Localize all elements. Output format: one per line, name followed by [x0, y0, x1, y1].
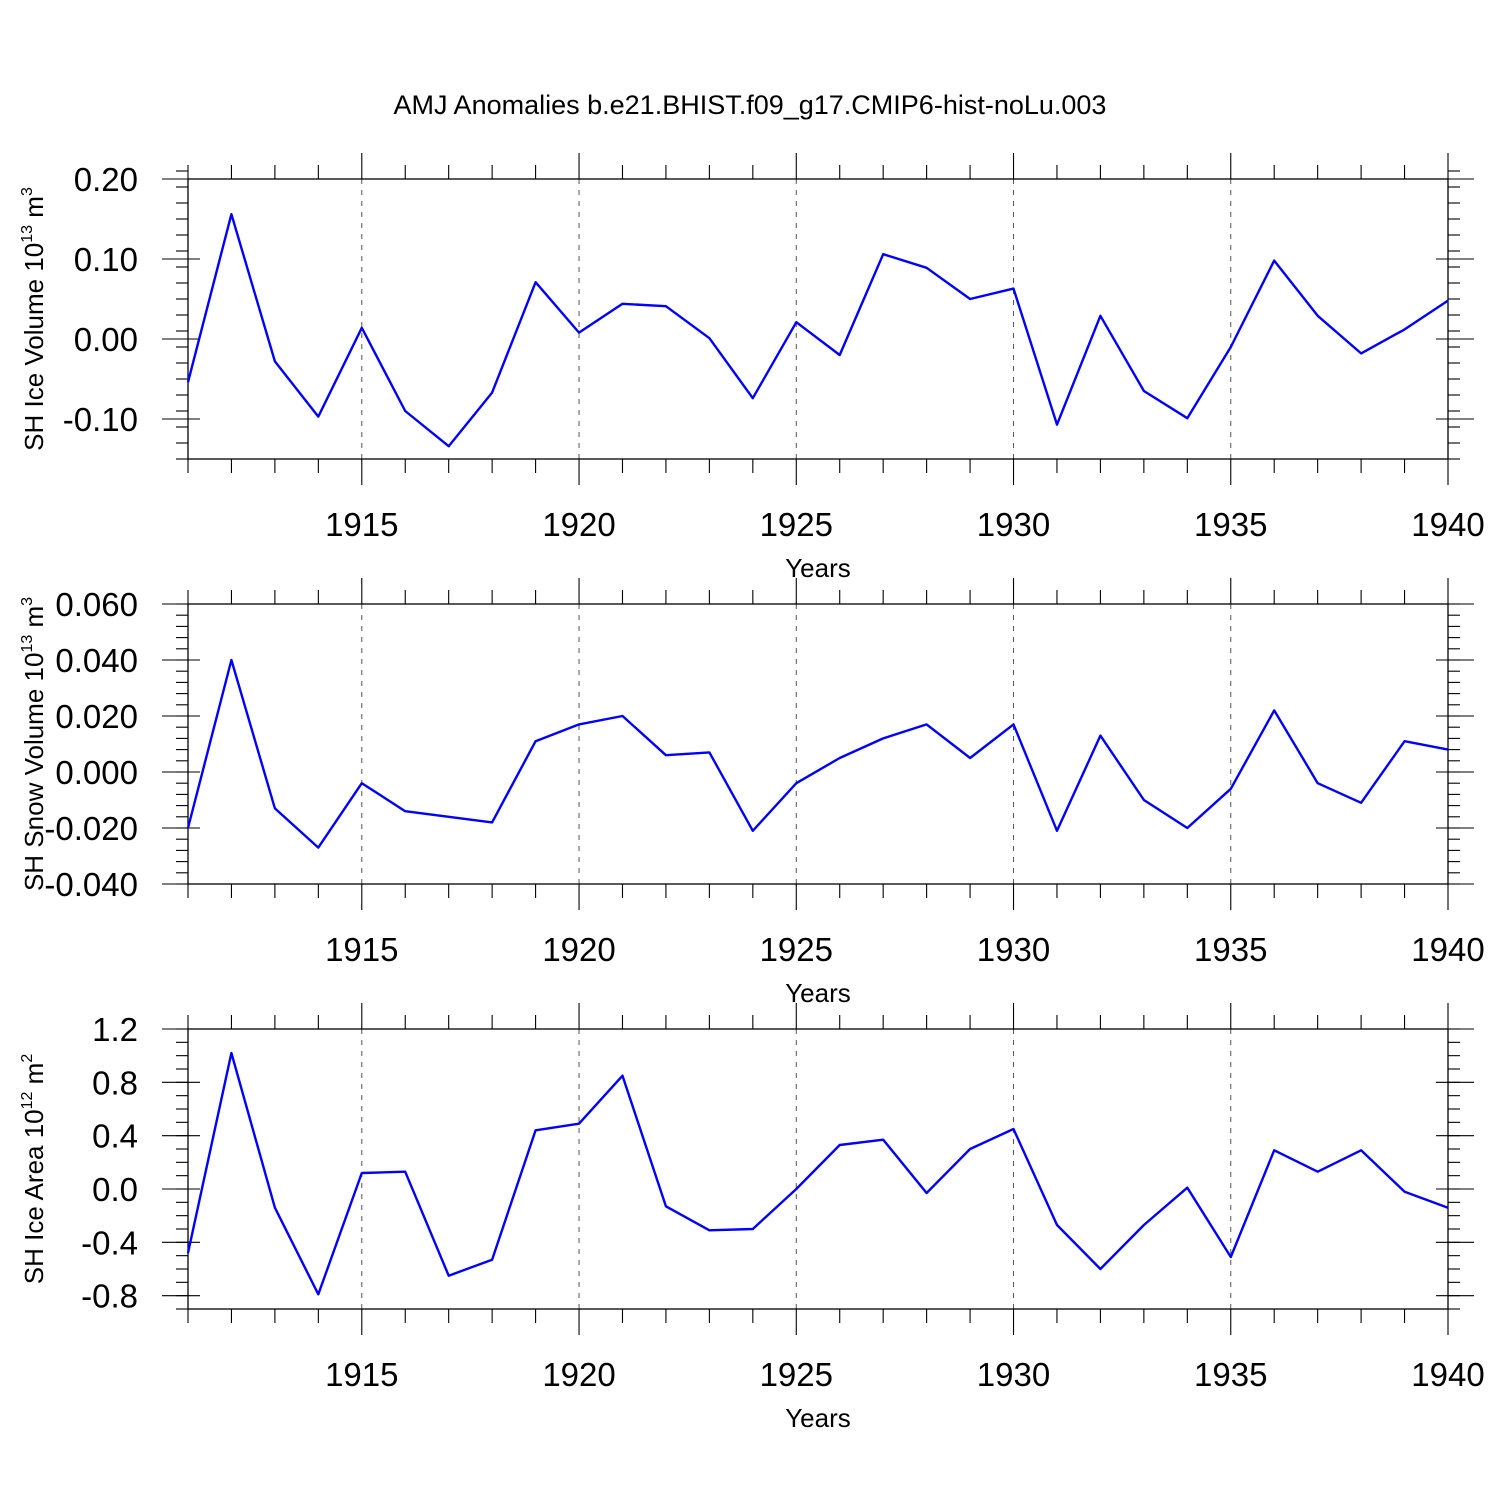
panel-ice-area: -0.8 -0.4 0.0 0.4 0.8 1.2 1915 1920 1925 1930 1935…	[19, 1003, 1485, 1433]
ice-area-ytick-label: -0.4	[81, 1224, 138, 1261]
ice-area-yaxis-label: SH Ice Area 1012 m2	[19, 1054, 49, 1285]
snow-volume-xtick-label: 1915	[325, 931, 398, 968]
ice-area-xtick-label: 1935	[1194, 1356, 1267, 1393]
figure-title: AMJ Anomalies b.e21.BHIST.f09_g17.CMIP6-…	[394, 90, 1107, 120]
ice-area-ytick-label: 1.2	[92, 1011, 138, 1048]
ice-area-frame	[187, 1028, 1449, 1310]
ice-volume-xtick-label: 1930	[977, 506, 1050, 543]
ice-volume-xaxis-label: Years	[785, 553, 851, 583]
ice-area-series-line	[186, 1051, 1449, 1296]
snow-volume-xtick-label: 1930	[977, 931, 1050, 968]
ice-volume-frame	[187, 178, 1449, 460]
ice-area-xaxis-label: Years	[785, 1403, 851, 1433]
snow-volume-ytick-label: 0.020	[55, 698, 138, 735]
snow-volume-xtick-label: 1920	[542, 931, 615, 968]
ice-area-ytick-label: 0.8	[92, 1064, 138, 1101]
snow-volume-xtick-label: 1940	[1411, 931, 1484, 968]
snow-volume-series-line	[186, 658, 1449, 849]
ice-volume-xtick-label: 1925	[760, 506, 833, 543]
ice-volume-yaxis-label: SH Ice Volume 1013 m3	[19, 187, 49, 451]
ice-volume-ytick-label: -0.10	[63, 401, 138, 438]
ice-volume-xtick-label: 1940	[1411, 506, 1484, 543]
panel-ice-volume: -0.10 0.00 0.10 0.20 1915 1920 1925 1930 1935 194…	[19, 153, 1485, 583]
ice-volume-series-line	[186, 212, 1449, 448]
ice-volume-xtick-label: 1920	[542, 506, 615, 543]
snow-volume-xtick-label: 1925	[760, 931, 833, 968]
ice-volume-ytick-label: 0.20	[74, 161, 138, 198]
ice-volume-ytick-label: 0.10	[74, 241, 138, 278]
ice-volume-xtick-label: 1935	[1194, 506, 1267, 543]
snow-volume-xaxis-label: Years	[785, 978, 851, 1008]
ice-area-xtick-label: 1915	[325, 1356, 398, 1393]
ice-area-xtick-label: 1925	[760, 1356, 833, 1393]
snow-volume-ytick-label: 0.060	[55, 586, 138, 623]
ice-area-xtick-label: 1920	[542, 1356, 615, 1393]
snow-volume-ytick-label: -0.040	[44, 866, 138, 903]
ice-area-xtick-label: 1930	[977, 1356, 1050, 1393]
snow-volume-xtick-label: 1935	[1194, 931, 1267, 968]
ice-area-ytick-label: -0.8	[81, 1278, 138, 1315]
snow-volume-ytick-label: 0.040	[55, 642, 138, 679]
ice-area-ytick-label: 0.0	[92, 1171, 138, 1208]
ice-area-xtick-label: 1940	[1411, 1356, 1484, 1393]
snow-volume-ytick-label: 0.000	[55, 754, 138, 791]
snow-volume-yaxis-label: SH Snow Volume 1013 m3	[19, 597, 49, 891]
snow-volume-ytick-label: -0.020	[44, 810, 138, 847]
ice-area-ytick-label: 0.4	[92, 1118, 138, 1155]
ice-volume-xtick-label: 1915	[325, 506, 398, 543]
ice-volume-ytick-label: 0.00	[74, 321, 138, 358]
snow-volume-frame	[187, 603, 1449, 885]
panel-snow-volume: -0.040 -0.020 0.000 0.020 0.040 0.060 1915 1920…	[19, 578, 1485, 1008]
